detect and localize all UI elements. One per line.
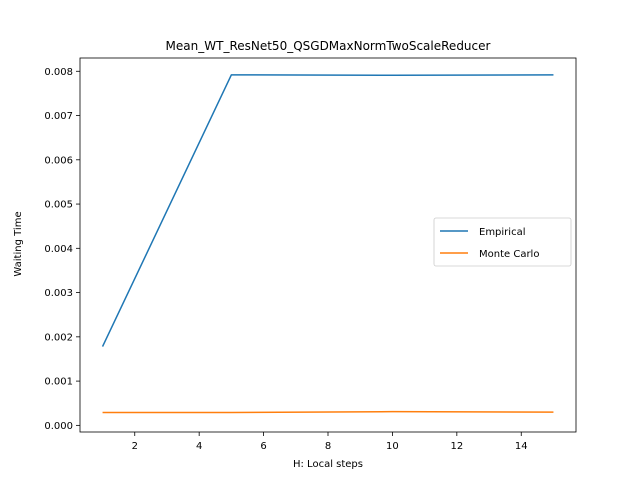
x-tick-label: 2 (132, 441, 138, 452)
x-axis-ticks: 2 4 6 8 10 12 14 (132, 432, 528, 452)
y-axis-ticks: 0.000 0.001 0.002 0.003 0.004 0.005 0.006 0.007… (44, 67, 80, 432)
x-tick-label: 8 (325, 441, 331, 452)
y-tick-label: 0.002 (44, 332, 73, 343)
y-tick-label: 0.004 (44, 244, 73, 255)
chart-title: Mean_WT_ResNet50_QSGDMaxNormTwoScaleRedu… (166, 39, 491, 53)
y-tick-label: 0.001 (44, 377, 73, 388)
y-tick-label: 0.007 (44, 111, 73, 122)
series-lines (101, 74, 554, 414)
legend-label-monte-carlo: Monte Carlo (479, 249, 539, 260)
x-axis-label: H: Local steps (293, 459, 363, 470)
x-tick-label: 14 (515, 441, 528, 452)
x-tick-label: 12 (450, 441, 463, 452)
y-axis-label: Waiting Time (13, 211, 24, 276)
y-tick-label: 0.008 (44, 67, 73, 78)
y-tick-label: 0.006 (44, 155, 73, 166)
legend-frame (433, 217, 572, 267)
y-tick-label: 0.003 (44, 288, 73, 299)
x-tick-label: 6 (260, 441, 266, 452)
series-line-monte-carlo (102, 410, 554, 414)
legend: Empirical Monte Carlo (433, 217, 572, 267)
x-tick-label: 4 (196, 441, 202, 452)
y-tick-label: 0.000 (44, 421, 73, 432)
series-line-empirical (101, 74, 554, 347)
x-tick-label: 10 (386, 441, 399, 452)
legend-label-empirical: Empirical (479, 227, 525, 238)
y-tick-label: 0.005 (44, 200, 73, 211)
